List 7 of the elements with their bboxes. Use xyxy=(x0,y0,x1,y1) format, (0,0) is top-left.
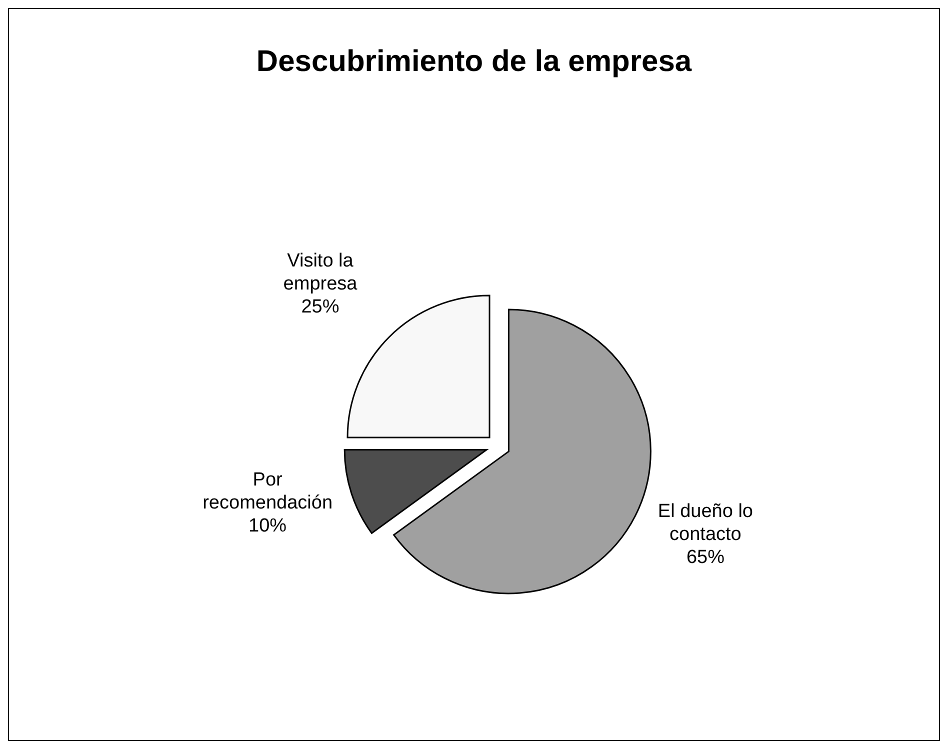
data-label: 10% xyxy=(248,516,287,537)
slice-label: El dueño lo contacto xyxy=(658,501,753,546)
slice-label: Visito la empresa xyxy=(283,250,358,294)
slice-label: Por recomendación xyxy=(202,470,333,514)
chart-title: Descubrimiento de la empresa xyxy=(255,45,693,79)
data-label: 25% xyxy=(301,296,340,318)
data-label: 65% xyxy=(686,547,725,568)
